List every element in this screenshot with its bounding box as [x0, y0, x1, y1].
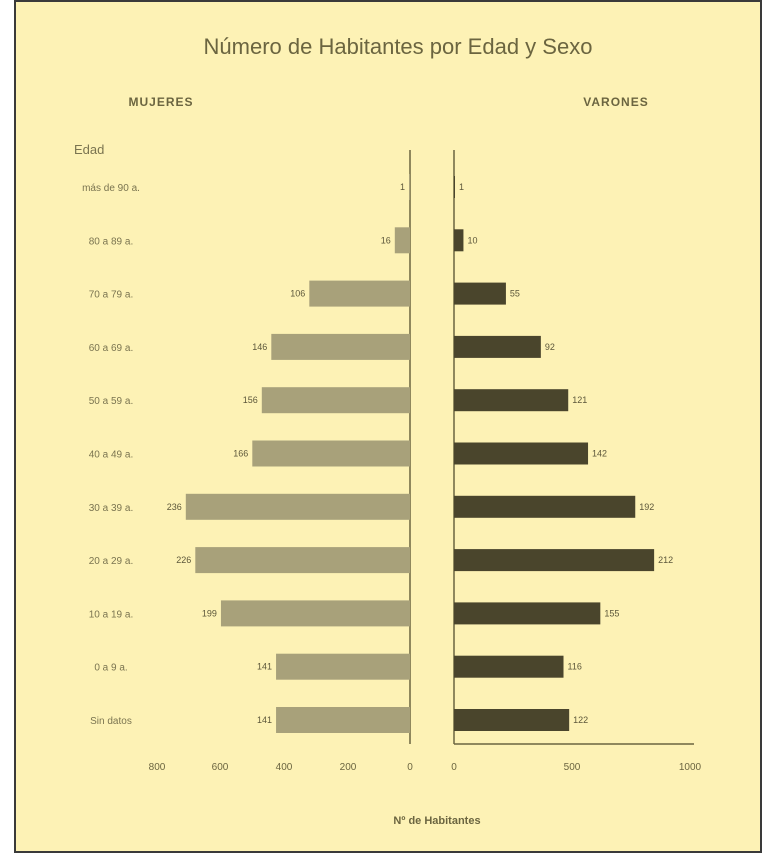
left-tick-label: 400: [276, 762, 293, 773]
data-label-mujeres: 106: [290, 289, 305, 299]
bar-mujeres: [195, 547, 410, 574]
category-label: 10 a 19 a.: [89, 609, 133, 620]
data-label-varones: 1: [459, 182, 464, 192]
data-label-mujeres: 166: [233, 449, 248, 459]
chart-title: Número de Habitantes por Edad y Sexo: [204, 34, 593, 59]
data-label-mujeres: 156: [243, 395, 258, 405]
bar-mujeres: [409, 174, 410, 200]
left-tick-label: 800: [149, 762, 166, 773]
bar-varones: [454, 495, 636, 518]
bar-varones: [454, 176, 455, 198]
data-label-varones: 121: [572, 395, 587, 405]
bar-varones: [454, 602, 601, 625]
data-label-varones: 92: [545, 342, 555, 352]
data-label-varones: 116: [568, 662, 582, 672]
data-label-varones: 10: [467, 235, 477, 245]
category-label: 0 a 9 a.: [94, 663, 127, 674]
bar-mujeres: [394, 227, 410, 254]
data-label-varones: 122: [573, 715, 588, 725]
bar-varones: [454, 442, 589, 465]
bar-mujeres: [185, 493, 410, 520]
data-label-varones: 155: [604, 608, 619, 618]
category-label: 60 a 69 a.: [89, 343, 133, 354]
data-label-varones: 212: [658, 555, 673, 565]
category-label: 40 a 49 a.: [89, 450, 133, 461]
right-header: VARONES: [583, 95, 648, 109]
bar-mujeres: [252, 440, 410, 467]
bar-varones: [454, 709, 570, 731]
category-header: Edad: [74, 142, 104, 157]
data-label-mujeres: 141: [257, 662, 272, 672]
category-label: 70 a 79 a.: [89, 290, 133, 301]
data-label-mujeres: 236: [167, 502, 182, 512]
category-label: 30 a 39 a.: [89, 503, 133, 514]
right-tick-label: 1000: [679, 762, 702, 773]
data-label-mujeres: 141: [257, 715, 272, 725]
category-label: 50 a 59 a.: [89, 396, 133, 407]
bar-mujeres: [276, 653, 410, 680]
chart-frame: Número de Habitantes por Edad y Sexo MUJ…: [14, 0, 762, 853]
population-pyramid-chart: Número de Habitantes por Edad y Sexo MUJ…: [74, 34, 702, 827]
data-label-mujeres: 199: [202, 608, 217, 618]
data-label-varones: 55: [510, 289, 520, 299]
bar-varones: [454, 229, 464, 252]
bar-varones: [454, 389, 569, 412]
bar-varones: [454, 282, 506, 305]
left-tick-label: 0: [407, 762, 413, 773]
data-label-mujeres: 146: [252, 342, 267, 352]
bar-varones: [454, 655, 564, 678]
data-label-mujeres: 226: [176, 555, 191, 565]
bar-mujeres: [276, 707, 410, 733]
category-label: 80 a 89 a.: [89, 236, 133, 247]
data-label-varones: 192: [639, 502, 654, 512]
data-label-mujeres: 16: [381, 235, 391, 245]
left-tick-label: 200: [340, 762, 357, 773]
bar-mujeres: [261, 387, 410, 414]
bar-mujeres: [271, 333, 410, 360]
bar-mujeres: [309, 280, 410, 307]
category-label: Sin datos: [90, 716, 132, 727]
right-tick-label: 0: [451, 762, 457, 773]
bar-varones: [454, 335, 541, 358]
left-header: MUJERES: [128, 95, 193, 109]
category-label: 20 a 29 a.: [89, 556, 133, 567]
bar-varones: [454, 549, 655, 572]
chart-marks: más de 90 a. 1 1 80 a 89 a. 16 10 70 a 79 a. 10…: [82, 174, 702, 773]
data-label-varones: 142: [592, 449, 607, 459]
category-label: más de 90 a.: [82, 183, 140, 194]
data-label-mujeres: 1: [400, 182, 405, 192]
x-axis-label: Nº de Habitantes: [393, 815, 480, 827]
right-tick-label: 500: [564, 762, 581, 773]
bar-mujeres: [220, 600, 410, 627]
left-tick-label: 600: [212, 762, 229, 773]
